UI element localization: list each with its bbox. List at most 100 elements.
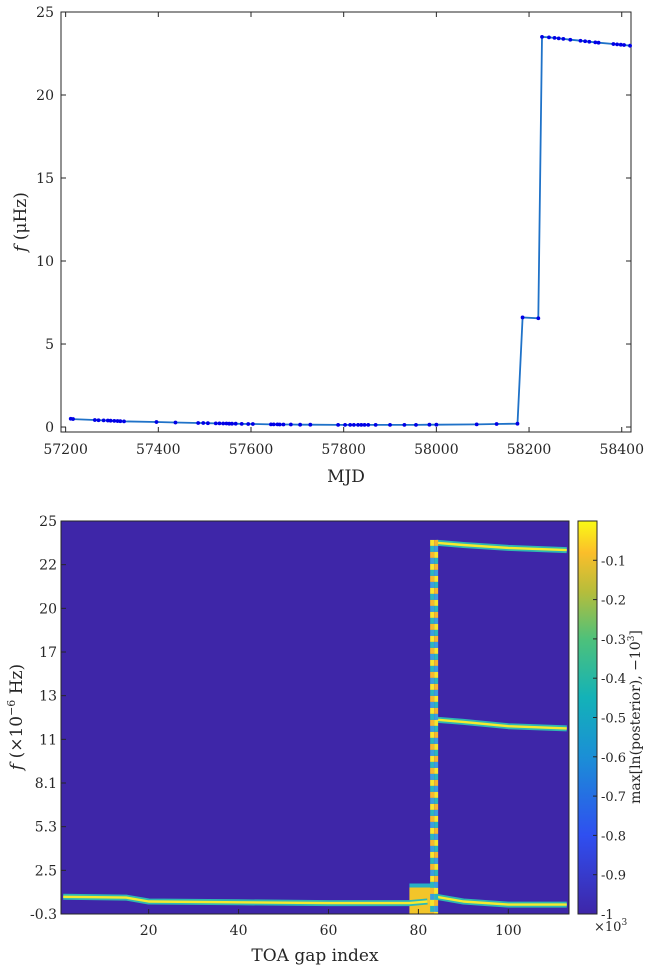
heatmap-band-cell [430, 737, 435, 744]
heatmap-band-cell [430, 641, 435, 648]
heatmap-band-cell [430, 905, 435, 912]
heatmap-band-cell [434, 833, 439, 840]
heatmap-band-cell [430, 611, 435, 618]
heatmap-band-cell [430, 887, 435, 894]
heatmap-band-cell [434, 869, 439, 876]
heatmap-track [436, 895, 567, 906]
top-y-tick-label: 25 [36, 5, 54, 21]
data-point [515, 421, 520, 426]
data-point [277, 422, 282, 427]
data-point [618, 42, 623, 47]
heatmap-band-cell [434, 887, 439, 894]
data-point [233, 421, 238, 426]
heatmap-band-cell [430, 731, 435, 738]
colorbar-multiplier: ×103 [594, 918, 627, 935]
data-point [587, 39, 592, 44]
top-y-tick-label: 10 [36, 254, 54, 270]
heatmap-band-cell [434, 821, 439, 828]
data-point [269, 422, 273, 427]
heatmap-band-cell [430, 605, 435, 612]
heatmap-band-cell [434, 815, 439, 822]
bottom-y-tick-label: 11 [39, 732, 57, 748]
data-point [373, 422, 378, 427]
top-x-tick-label: 58200 [507, 442, 552, 458]
heatmap-band-cell [430, 659, 435, 666]
heatmap-band-cell [434, 623, 439, 630]
heatmap-band-cell [434, 725, 439, 732]
heatmap-band-cell [430, 707, 435, 714]
heatmap-band-cell [430, 677, 435, 684]
heatmap-band-cell [430, 875, 435, 882]
heatmap-band-cell [434, 713, 439, 720]
data-point [217, 421, 222, 426]
heatmap-band-cell [434, 893, 439, 900]
heatmap-band-cell [430, 791, 435, 798]
heatmap-band-cell [430, 803, 435, 810]
heatmap-band-cell [434, 605, 439, 612]
top-x-tick-label: 58000 [414, 442, 459, 458]
heatmap-band-cell [434, 839, 439, 846]
heatmap-band-cell [430, 827, 435, 834]
heatmap-band-cell [430, 635, 435, 642]
bottom-y-tick-label: 20 [39, 601, 57, 617]
bottom-y-axis-label: f (×10−6 Hz) [5, 664, 27, 772]
data-point [227, 421, 232, 426]
data-point [568, 37, 573, 42]
top-x-tick-label: 57800 [321, 442, 366, 458]
heatmap-band-cell [430, 881, 435, 888]
colorbar-ticks: -0.1 -0.2 -0.3 -0.4 -0.5 -0.6 -0.7 -0.8 -0.9 -1 [593, 554, 626, 923]
heatmap-hot-block-edge [409, 883, 437, 888]
heatmap-band-cell [434, 899, 439, 906]
data-point [520, 315, 525, 320]
heatmap-band-cell [434, 791, 439, 798]
heatmap-band-cell [430, 623, 435, 630]
heatmap-band-cell [430, 653, 435, 660]
heatmap-band-cell [430, 539, 435, 546]
bottom-x-tick-label: 60 [320, 923, 338, 939]
data-point [96, 418, 101, 423]
data-point [611, 42, 616, 46]
heatmap-band-cell [434, 875, 439, 882]
heatmap-band-cell [434, 629, 439, 636]
data-point [414, 422, 418, 427]
data-point [154, 420, 159, 424]
bottom-plot-frame [60, 520, 570, 915]
data-point [230, 421, 234, 426]
colorbar-label: max[ln(posterior), −103] [627, 630, 644, 804]
heatmap-band-cell [430, 755, 435, 762]
data-point [92, 418, 97, 422]
heatmap-band-cell [430, 893, 435, 900]
heatmap-band-cell [430, 869, 435, 876]
data-point [115, 419, 120, 423]
bottom-x-tick-label: 100 [495, 923, 522, 939]
heatmap-band-cell [430, 569, 435, 576]
heatmap-track [436, 718, 567, 730]
heatmap-band-cell [434, 743, 439, 750]
colorbar-tick-label: -0.8 [601, 829, 626, 844]
heatmap-band-cell [434, 557, 439, 564]
data-point [288, 422, 293, 427]
heatmap-track [63, 895, 428, 905]
data-point [622, 43, 626, 47]
data-point [402, 422, 407, 427]
heatmap-band-cell [430, 575, 435, 582]
heatmap-band-cell [434, 767, 439, 774]
heatmap-band-cell [434, 749, 439, 756]
heatmap-band-cell [434, 647, 439, 654]
data-point [271, 422, 276, 427]
data-point [201, 421, 206, 425]
heatmap-band-cell [434, 545, 439, 552]
heatmap-background [61, 521, 569, 914]
heatmap-band-cell [430, 767, 435, 774]
heatmap-band-cell [434, 785, 439, 792]
bottom-x-tick-label: 20 [140, 923, 158, 939]
heatmap-band-cell [434, 845, 439, 852]
heatmap-band-cell [434, 563, 439, 570]
heatmap-band-cell [430, 671, 435, 678]
bottom-x-tick-label: 80 [409, 923, 427, 939]
colorbar-tick-label: -1 [601, 908, 614, 923]
data-point [343, 422, 347, 427]
top-x-ticks: 57200 57400 57600 57800 58000 58200 58400 [43, 12, 644, 458]
heatmap-band-cell [430, 563, 435, 570]
top-y-ticks: 0 5 10 15 20 25 [36, 5, 631, 436]
